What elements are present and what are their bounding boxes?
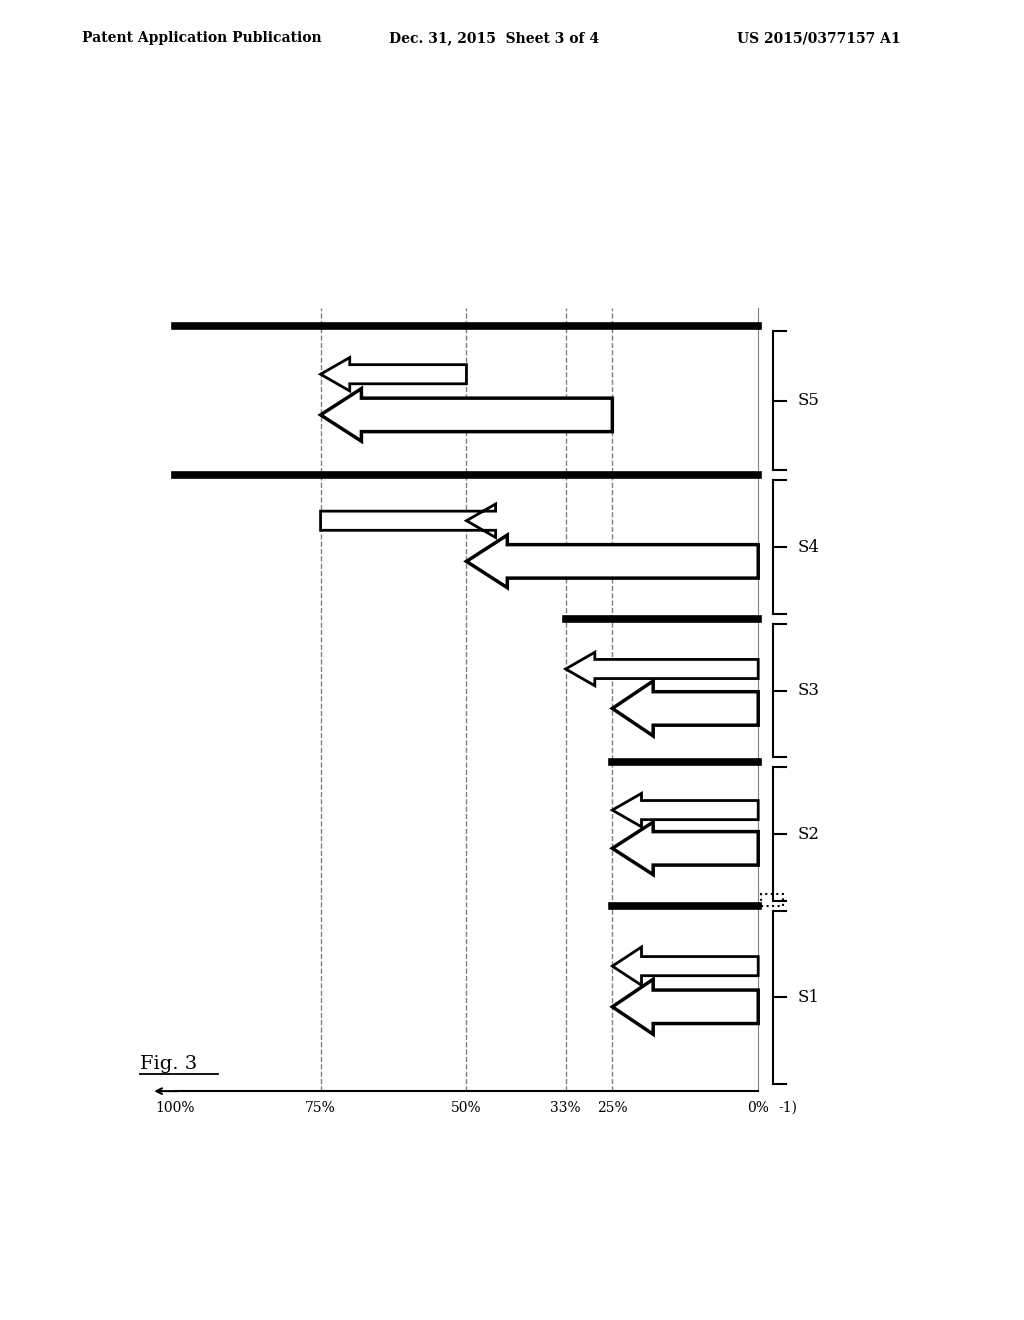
Text: S2: S2 <box>798 825 819 842</box>
Text: Dec. 31, 2015  Sheet 3 of 4: Dec. 31, 2015 Sheet 3 of 4 <box>389 32 599 45</box>
Text: US 2015/0377157 A1: US 2015/0377157 A1 <box>737 32 901 45</box>
Polygon shape <box>467 535 758 587</box>
Polygon shape <box>321 504 496 537</box>
Polygon shape <box>612 822 758 875</box>
Text: 0%: 0% <box>748 1101 769 1114</box>
Text: 100%: 100% <box>155 1101 195 1114</box>
Text: S3: S3 <box>798 682 819 700</box>
Text: 25%: 25% <box>597 1101 628 1114</box>
Polygon shape <box>612 681 758 737</box>
Polygon shape <box>612 979 758 1035</box>
Text: 50%: 50% <box>452 1101 481 1114</box>
Text: S5: S5 <box>798 392 819 409</box>
Text: S1: S1 <box>798 989 819 1006</box>
Text: Fig. 3: Fig. 3 <box>139 1055 197 1073</box>
Text: -1): -1) <box>778 1101 797 1114</box>
Text: 33%: 33% <box>550 1101 581 1114</box>
Polygon shape <box>565 652 758 685</box>
Text: Patent Application Publication: Patent Application Publication <box>82 32 322 45</box>
Polygon shape <box>612 946 758 985</box>
Text: S4: S4 <box>798 539 819 556</box>
Polygon shape <box>321 358 467 391</box>
Text: 75%: 75% <box>305 1101 336 1114</box>
Polygon shape <box>321 388 612 441</box>
Polygon shape <box>612 793 758 826</box>
